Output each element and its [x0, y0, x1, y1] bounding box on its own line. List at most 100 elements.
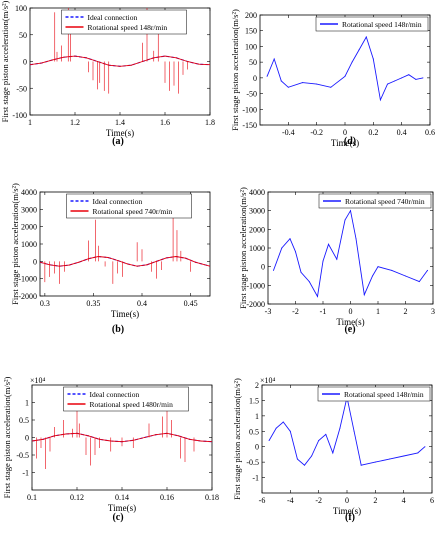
x-tick-label: -4: [287, 496, 294, 505]
y-tick-label: -2000: [246, 300, 265, 309]
plot-data: [30, 8, 210, 94]
data-point-f: [360, 464, 362, 466]
x-tick-label: -3: [265, 307, 272, 316]
data-point-e: [350, 210, 351, 212]
data-point-c: [76, 432, 78, 434]
data-point-c: [42, 438, 44, 440]
data-point-e: [344, 219, 346, 221]
data-point-f: [353, 430, 355, 432]
x-tick-label: 4: [402, 496, 406, 505]
data-point-f: [403, 455, 405, 457]
x-axis-label: Time(s): [331, 138, 359, 148]
data-point-f: [311, 455, 313, 457]
y-multiplier: ×10⁴: [30, 376, 46, 385]
x-tick-label: 0: [345, 496, 349, 505]
data-point-a: [85, 57, 87, 59]
data-point-f: [332, 452, 334, 454]
x-tick-label: 0.12: [70, 493, 84, 502]
x-tick-label: 0: [349, 307, 353, 316]
data-point-c: [132, 439, 134, 441]
data-point-b: [117, 259, 119, 261]
y-tick-label: 4000: [21, 188, 37, 197]
data-point-a: [175, 57, 177, 59]
data-point-d: [372, 58, 374, 60]
x-tick-label: 1.2: [70, 118, 80, 127]
data-point-e: [328, 243, 329, 245]
data-point-a: [130, 64, 132, 66]
y-tick-label: 200: [245, 11, 257, 20]
legend-e: Rotational speed 740r/min: [318, 193, 432, 209]
y-tick-label: 1000: [249, 244, 265, 253]
panel-d: -0.4 -0.2 0 0.2 0.4 0.6 -150 -100 -50 0 50 100 150 20…: [230, 9, 435, 148]
x-tick-label: 0.3: [40, 299, 50, 308]
legend-label: Rotational speed 148r/min: [344, 390, 424, 399]
data-point-f: [424, 446, 426, 448]
y-axis-label: First stage piston acceleration(m/s²): [2, 376, 12, 498]
plot-frame: [267, 191, 434, 305]
data-point-c: [211, 441, 212, 443]
y-tick-label: 0: [23, 58, 27, 67]
x-axis-label: Time(s): [111, 309, 139, 319]
data-point-c: [65, 433, 67, 435]
y-tick-label: -150: [242, 121, 257, 130]
x-tick-label: 0.1: [27, 493, 37, 502]
y-axis-label: First stage piston acceleration(m/s²): [232, 378, 242, 500]
data-point-b: [107, 257, 109, 259]
x-tick-label: 0.18: [205, 493, 219, 502]
data-point-d: [330, 86, 332, 88]
panel-label: (a): [112, 136, 124, 147]
y-tick-label: -100: [242, 105, 257, 114]
data-point-c: [144, 437, 145, 438]
y-tick-label: -1000: [246, 281, 265, 290]
plot-frame: [259, 14, 431, 126]
data-point-e: [405, 275, 406, 277]
data-point-f: [318, 440, 320, 442]
x-axis-label: Time(s): [333, 506, 361, 516]
data-point-f: [389, 458, 390, 460]
y-tick-label: 0: [255, 443, 259, 452]
data-point-a: [164, 55, 166, 57]
data-point-c: [54, 435, 55, 437]
x-tick-label: -6: [259, 496, 266, 505]
legend-label: Rotational speed 148r/min: [342, 20, 422, 29]
x-tick-label: -2: [292, 307, 299, 316]
x-tick-label: -0.4: [282, 128, 295, 137]
data-point-f: [304, 464, 305, 466]
data-point-f: [325, 433, 327, 435]
data-point-b: [58, 265, 60, 267]
data-point-a: [97, 61, 98, 62]
y-tick-label: 2000: [249, 225, 265, 234]
y-tick-label: -100: [12, 111, 27, 120]
y-tick-label: -1000: [18, 275, 37, 284]
y-tick-label: 3000: [21, 205, 37, 214]
series-line-e-0: [273, 209, 428, 298]
x-tick-label: 1.4: [115, 118, 125, 127]
data-point-f: [296, 458, 298, 460]
data-point-d: [394, 80, 396, 82]
y-axis-label: First stage piston acceleration(m/s²): [238, 187, 248, 309]
data-point-f: [275, 427, 277, 429]
data-point-c: [155, 434, 157, 436]
data-point-e: [363, 294, 365, 296]
x-tick-label: 0.4: [137, 299, 147, 308]
data-point-a: [40, 62, 42, 64]
x-tick-label: 0.6: [425, 128, 435, 137]
panel-b: 0.3 0.35 0.4 0.45 -2000 -1000 0 1000 2000 3000 400…: [10, 183, 211, 335]
data-point-a: [30, 64, 31, 66]
data-point-d: [408, 74, 410, 76]
panel-label: (e): [344, 324, 355, 335]
data-point-d: [316, 83, 318, 85]
panel-label: (c): [112, 512, 123, 523]
data-point-b: [146, 264, 148, 266]
data-point-a: [63, 56, 65, 58]
y-tick-label: -2000: [18, 292, 37, 301]
legend-label: Ideal connection: [90, 390, 140, 399]
x-tick-label: 0.35: [86, 299, 100, 308]
data-point-d: [379, 99, 381, 101]
data-point-a: [153, 57, 155, 59]
data-point-a: [142, 61, 143, 62]
data-point-a: [198, 63, 200, 65]
x-axis-label: Time(s): [336, 317, 364, 327]
data-point-e: [377, 266, 379, 268]
